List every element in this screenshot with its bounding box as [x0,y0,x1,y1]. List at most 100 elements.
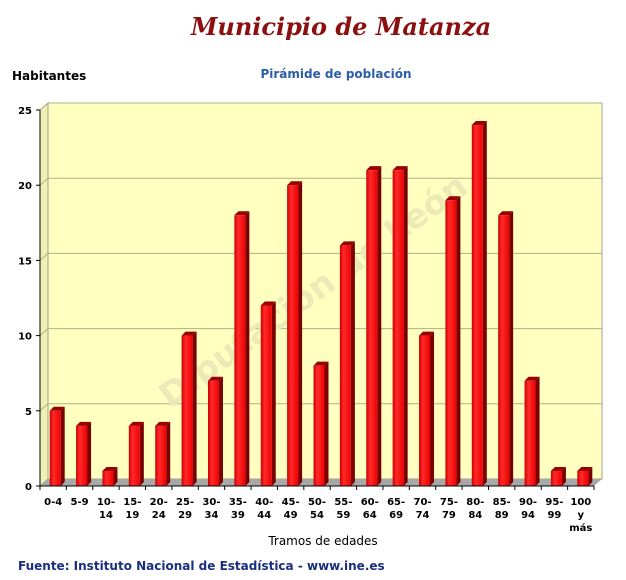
bar-front [550,470,562,486]
bar-side [561,466,566,486]
bar-side [271,301,276,486]
bar-top [128,421,144,426]
x-tick-label: 20-24 [150,497,168,521]
bar [102,466,118,486]
x-tick-label: 5-9 [71,497,89,508]
bar-top [445,196,461,201]
bar-side [482,121,487,486]
bar-front [524,380,536,486]
bar [339,241,355,486]
bar-side [535,376,540,486]
bar [49,406,65,486]
bar [181,331,197,486]
x-tick-label: 25-29 [176,497,194,521]
y-tick-label: 5 [25,407,32,418]
bar [550,466,566,486]
x-tick-label: 35-39 [229,497,247,521]
bar-top [524,376,540,381]
bar-top [392,166,408,171]
gridlines [39,102,602,412]
bar-front [102,470,114,486]
bar [471,121,487,486]
bar-top [260,301,276,306]
bar [366,166,382,486]
x-tick-label: 60-64 [361,497,379,521]
x-tick-label: 85-89 [493,497,511,521]
bar-front [260,305,272,486]
bar-top [471,121,487,126]
bar [76,421,92,486]
bar-side [509,211,514,486]
bar-top [419,331,435,336]
x-tick-label: 50-54 [308,497,326,521]
gridline [39,102,602,111]
x-tick-label: 65-69 [387,497,405,521]
bar-side [87,421,92,486]
bar-side [377,166,382,486]
y-tick-label: 20 [18,181,32,192]
x-tick-label: 10-14 [97,497,115,521]
source-note: Fuente: Instituto Nacional de Estadístic… [18,559,385,573]
x-tick-label: 75-79 [440,497,458,521]
bar-side [113,466,118,486]
bar-top [76,421,92,426]
bar-side [218,376,223,486]
bar-top [339,241,355,246]
bar [419,331,435,486]
bar-top [49,406,65,411]
bar [128,421,144,486]
bar-top [234,211,250,216]
x-tick-label: 70-74 [413,497,431,521]
bars [49,121,593,487]
x-tick-label: 95-99 [545,497,563,521]
x-tick-label: 40-44 [255,497,273,521]
bar-side [298,181,303,486]
bar-front [577,470,589,486]
bar-side [192,331,197,486]
bar-front [392,170,404,486]
x-tick-label: 100 y más [569,497,592,534]
bar-side [324,361,329,486]
bar-side [430,331,435,486]
bar-front [313,365,325,486]
bar-front [498,215,510,486]
bar-side [588,466,593,486]
page-title: Municipio de Matanza [190,12,492,41]
axes [36,109,595,490]
bar-front [287,185,299,486]
y-tick-labels: 0 5 10 15 20 25 [18,106,32,493]
y-tick-label: 10 [18,332,32,343]
gridline [39,328,602,336]
bar [524,376,540,486]
bar-side [60,406,65,486]
x-tick-labels: 0-4 5-9 10-14 15-19 20-24 25-29 30-34 35-39 40-4… [44,497,592,534]
y-tick-label: 25 [18,106,32,117]
bar [260,301,276,486]
bar-top [577,466,593,471]
bar-side [403,166,408,486]
x-axis-label: Tramos de edades [268,534,378,548]
bar [234,211,250,486]
x-tick-label: 55-59 [334,497,352,521]
bar-front [76,425,88,486]
x-tick-label: 45-49 [282,497,300,521]
bar [155,421,171,486]
bar-side [456,196,461,487]
plot-side-wall [39,101,49,488]
bar [577,466,593,486]
gridline [39,252,602,261]
bar-front [49,410,61,486]
bar-front [181,335,193,486]
bar-top [181,331,197,336]
bar-front [155,425,167,486]
bar [207,376,223,486]
bar-front [419,335,431,486]
bar-side [139,421,144,486]
y-tick-label: 0 [25,482,32,493]
bar [392,166,408,486]
bar-front [366,170,378,486]
gridline [39,403,602,412]
bar-front [128,425,140,486]
bar-front [339,245,351,486]
